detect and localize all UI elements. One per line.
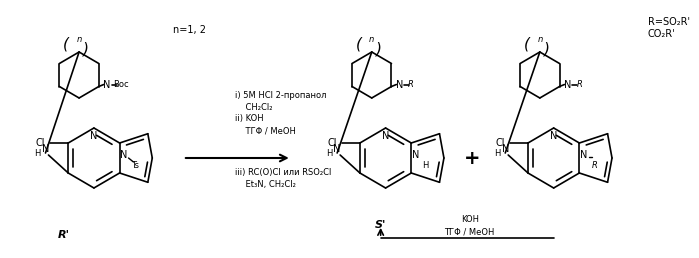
Text: Cl: Cl <box>496 138 505 148</box>
Text: N: N <box>333 144 341 154</box>
Text: n=1, 2: n=1, 2 <box>173 25 206 35</box>
Text: ii) KOH: ii) KOH <box>236 115 264 124</box>
Text: N: N <box>579 150 587 160</box>
Text: R': R' <box>58 230 71 240</box>
Text: CH₂Cl₂: CH₂Cl₂ <box>236 102 273 111</box>
Text: ): ) <box>544 42 549 57</box>
Text: N: N <box>412 150 419 160</box>
Text: Boc: Boc <box>113 80 129 89</box>
Text: Cl: Cl <box>327 138 337 148</box>
Text: R=SO₂R': R=SO₂R' <box>647 17 690 27</box>
Text: N: N <box>90 131 98 141</box>
Text: CO₂R': CO₂R' <box>647 29 675 39</box>
Text: N: N <box>382 131 389 141</box>
Text: H: H <box>494 149 500 157</box>
Text: N: N <box>564 79 571 90</box>
Text: N: N <box>502 144 509 154</box>
Text: Et₃N, CH₂Cl₂: Et₃N, CH₂Cl₂ <box>236 180 296 189</box>
Text: R: R <box>577 80 582 89</box>
Text: R: R <box>408 80 414 89</box>
Text: ): ) <box>83 42 89 57</box>
Text: i) 5M HCl 2-пропанол: i) 5M HCl 2-пропанол <box>236 91 327 100</box>
Text: Cl: Cl <box>36 138 45 148</box>
Text: R: R <box>592 160 598 170</box>
Text: N: N <box>120 150 127 160</box>
Text: (: ( <box>356 36 362 52</box>
Text: +: + <box>464 149 481 167</box>
Text: ): ) <box>375 42 382 57</box>
Text: iii) RC(O)Cl или RSO₂Cl: iii) RC(O)Cl или RSO₂Cl <box>236 167 332 176</box>
Text: H: H <box>422 160 428 170</box>
Text: (: ( <box>524 36 530 52</box>
Text: KOH: KOH <box>461 215 479 224</box>
Text: n: n <box>369 35 375 44</box>
Text: n: n <box>76 35 82 44</box>
Text: (: ( <box>63 36 69 52</box>
Text: N: N <box>396 79 403 90</box>
Text: N: N <box>103 79 110 90</box>
Text: n: n <box>538 35 542 44</box>
Text: H: H <box>34 149 41 157</box>
Text: N: N <box>550 131 557 141</box>
Text: ТГΦ / MeOH: ТГΦ / MeOH <box>236 126 296 135</box>
Text: N: N <box>42 144 49 154</box>
Text: ТГΦ / MeOH: ТГΦ / MeOH <box>445 228 495 237</box>
Text: Ts: Ts <box>131 160 139 170</box>
Text: H: H <box>326 149 332 157</box>
Text: S': S' <box>375 220 387 230</box>
